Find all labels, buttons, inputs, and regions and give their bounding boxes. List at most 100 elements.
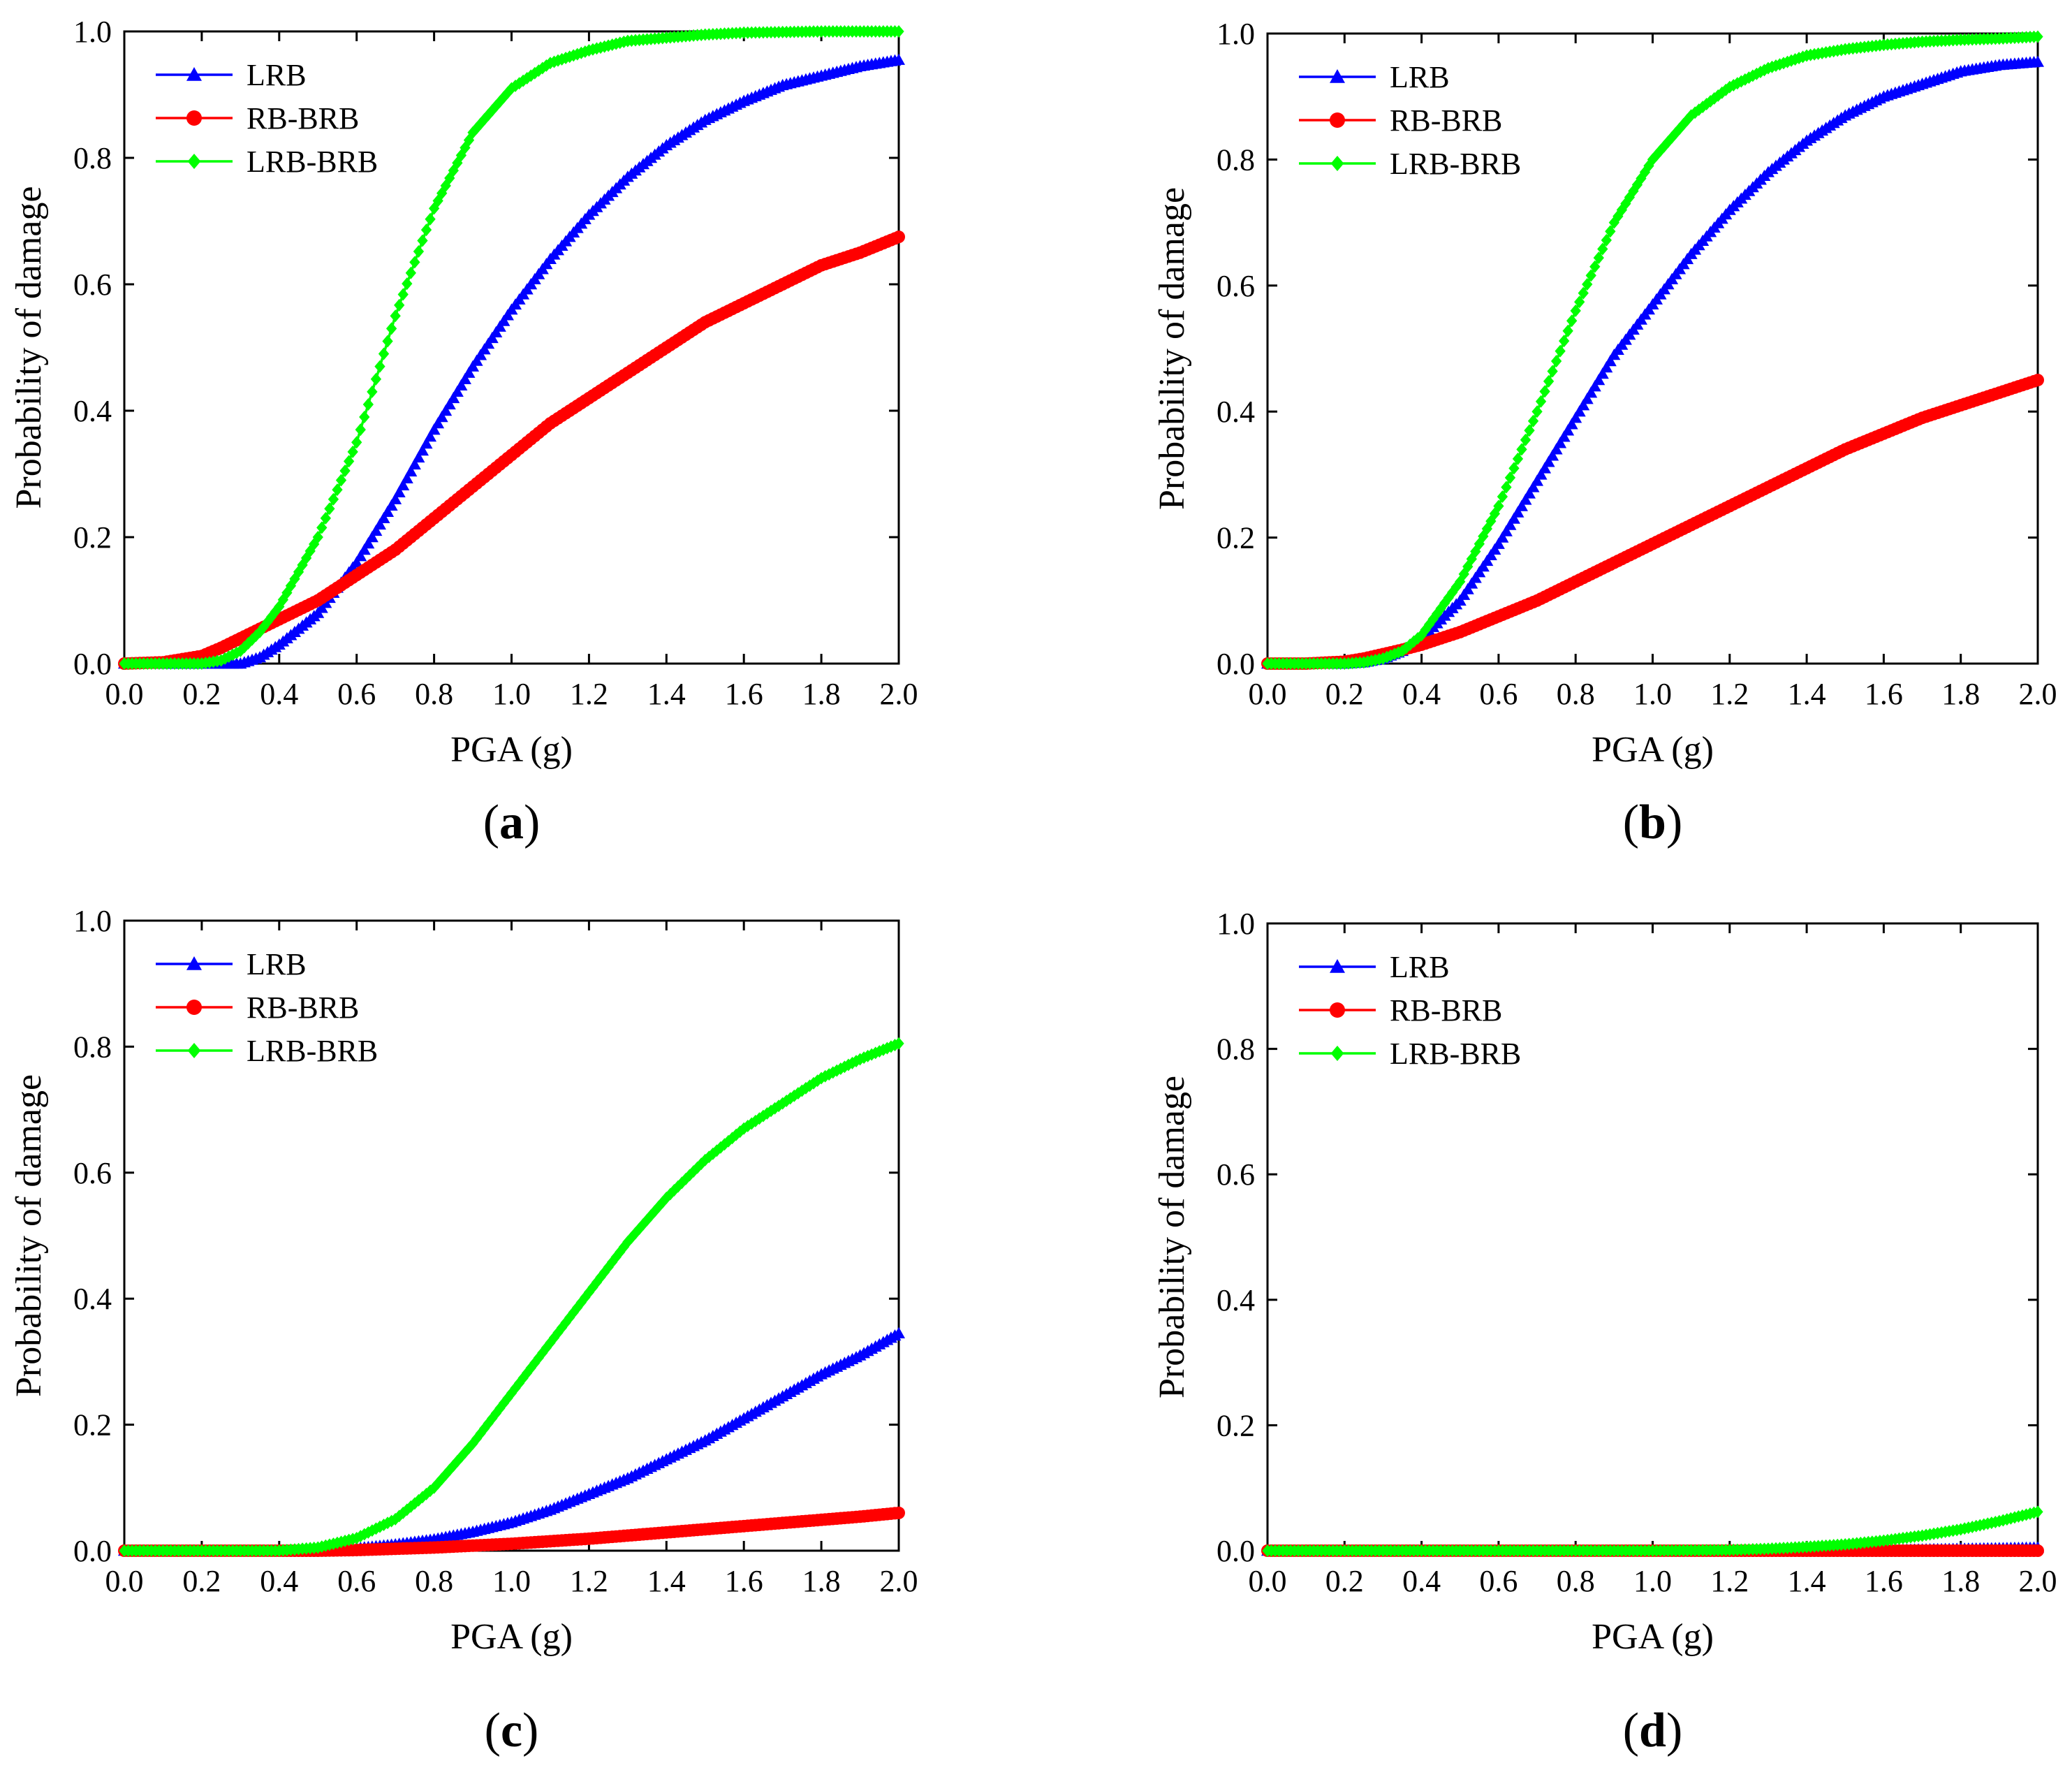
- data-point-lrb-brb: [1616, 203, 1628, 217]
- y-tick-label: 0.6: [73, 268, 112, 302]
- data-point-lrb-brb: [402, 277, 413, 291]
- series-rb-brb: [118, 231, 905, 670]
- data-point-lrb-brb: [707, 1147, 719, 1160]
- chart-panel-d: 0.0 0.2 0.4 0.6 0.8 1.0 1.2 1.4 1.6 1.8 2.0 0.0 0.2 0…: [1152, 907, 2057, 1757]
- data-point-lrb-brb: [730, 1128, 742, 1141]
- data-point-lrb-brb: [1520, 433, 1531, 446]
- data-point-lrb-brb: [750, 1114, 761, 1127]
- y-tick-label: 0.6: [73, 1156, 112, 1190]
- data-point-lrb-brb: [1423, 618, 1435, 631]
- data-point-lrb-brb: [1539, 385, 1550, 398]
- data-point-lrb-brb: [1439, 597, 1450, 610]
- data-point-lrb-brb: [362, 397, 374, 411]
- y-tick-label: 0.4: [73, 394, 112, 428]
- y-tick-label: 1.0: [73, 15, 112, 49]
- data-point-lrb: [1600, 361, 1613, 373]
- series-lrb-brb: [119, 1037, 904, 1557]
- data-point-lrb: [1511, 506, 1524, 518]
- data-point-lrb: [490, 326, 503, 337]
- y-tick-label: 0.8: [1217, 142, 1255, 177]
- y-tick-label: 0.4: [73, 1282, 112, 1316]
- series-line-lrb-brb: [124, 1042, 899, 1552]
- y-tick-label: 1.0: [1217, 17, 1255, 51]
- data-point-lrb-brb: [355, 423, 366, 437]
- data-point-lrb: [397, 478, 410, 490]
- data-point-lrb: [1461, 583, 1474, 594]
- panel-label-close: ): [522, 1704, 538, 1757]
- y-tick-label: 0.4: [1217, 1283, 1255, 1317]
- legend-marker-lrb: [186, 67, 202, 81]
- data-point-lrb-brb: [215, 654, 227, 667]
- x-tick-label: 1.2: [570, 677, 608, 711]
- legend-label-lrb-brb: LRB-BRB: [247, 1034, 378, 1068]
- plot-frame: [123, 919, 900, 1552]
- x-tick-label: 1.2: [570, 1564, 608, 1598]
- data-point-lrb: [408, 458, 421, 470]
- data-point-lrb: [1538, 462, 1552, 474]
- data-point-lrb: [1573, 405, 1586, 417]
- panel-label: (b): [1623, 796, 1683, 849]
- x-tick-label: 1.4: [647, 677, 686, 711]
- panel-label-close: ): [524, 796, 540, 849]
- data-point-lrb-brb: [738, 1122, 749, 1135]
- x-tick-label: 1.8: [1941, 1564, 1980, 1598]
- data-point-lrb: [1453, 594, 1467, 606]
- data-point-lrb: [1515, 499, 1528, 511]
- data-point-lrb: [2031, 55, 2044, 67]
- data-point-lrb-brb: [413, 244, 425, 258]
- x-tick-label: 2.0: [2019, 677, 2057, 711]
- data-point-lrb-brb: [804, 1079, 816, 1092]
- data-point-lrb: [439, 404, 453, 416]
- data-point-lrb-brb: [1735, 75, 1747, 88]
- data-point-lrb-brb: [726, 1132, 738, 1145]
- x-tick-label: 0.6: [337, 677, 376, 711]
- y-axis-title: Probability of damage: [9, 186, 49, 509]
- y-tick-label: 0.6: [1217, 269, 1255, 303]
- y-tick-label: 0.2: [73, 1408, 112, 1442]
- data-point-lrb-brb: [1531, 405, 1543, 418]
- data-point-lrb: [381, 505, 395, 517]
- x-tick-label: 0.0: [105, 677, 144, 711]
- data-point-lrb: [435, 411, 448, 423]
- data-point-lrb: [1585, 386, 1598, 398]
- data-point-lrb-brb: [270, 605, 281, 618]
- x-tick-label: 0.8: [415, 1564, 453, 1598]
- legend-marker-rb-brb: [1330, 112, 1345, 128]
- data-point-lrb: [1569, 411, 1582, 423]
- chart-panel-a: 0.0 0.2 0.4 0.6 0.8 1.0 1.2 1.4 1.6 1.8 2.0 0.0 0.2 0…: [9, 15, 918, 849]
- data-point-lrb: [1484, 548, 1497, 561]
- data-point-lrb: [466, 360, 480, 372]
- panel-label-open: (: [1623, 1704, 1639, 1757]
- data-point-lrb-brb: [1686, 109, 1697, 122]
- data-point-lrb-brb: [328, 492, 339, 506]
- data-point-lrb-brb: [1593, 251, 1604, 265]
- y-tick-label: 0.4: [1217, 395, 1255, 429]
- data-point-lrb-brb: [1666, 131, 1677, 144]
- x-tick-label: 1.6: [725, 677, 763, 711]
- series-line-lrb-brb: [1268, 35, 2038, 665]
- data-point-lrb: [1565, 418, 1578, 430]
- data-point-lrb: [501, 309, 514, 321]
- data-point-lrb: [392, 485, 406, 497]
- data-point-lrb-brb: [351, 436, 362, 449]
- legend-label-lrb-brb: LRB-BRB: [1390, 147, 1521, 181]
- data-point-lrb-brb: [1589, 260, 1601, 273]
- data-point-lrb: [432, 417, 445, 429]
- legend-label-rb-brb: RB-BRB: [1390, 993, 1502, 1028]
- data-point-lrb-brb: [370, 372, 382, 386]
- x-tick-label: 1.4: [1788, 677, 1826, 711]
- data-point-lrb: [1531, 474, 1544, 486]
- series-lrb-brb: [1262, 1505, 2043, 1557]
- data-point-lrb: [1534, 468, 1548, 480]
- data-point-lrb-brb: [1693, 103, 1705, 117]
- x-tick-label: 2.0: [2019, 1564, 2057, 1598]
- data-point-lrb-brb: [320, 511, 331, 525]
- y-tick-label: 0.2: [73, 520, 112, 555]
- x-tick-label: 0.6: [1479, 677, 1518, 711]
- data-point-lrb-brb: [839, 1060, 851, 1074]
- data-point-lrb-brb: [1516, 443, 1527, 456]
- data-point-lrb-brb: [1397, 644, 1408, 657]
- legend-label-lrb-brb: LRB-BRB: [1390, 1037, 1521, 1071]
- legend-label-lrb: LRB: [247, 947, 307, 981]
- panel-label: (c): [485, 1704, 539, 1757]
